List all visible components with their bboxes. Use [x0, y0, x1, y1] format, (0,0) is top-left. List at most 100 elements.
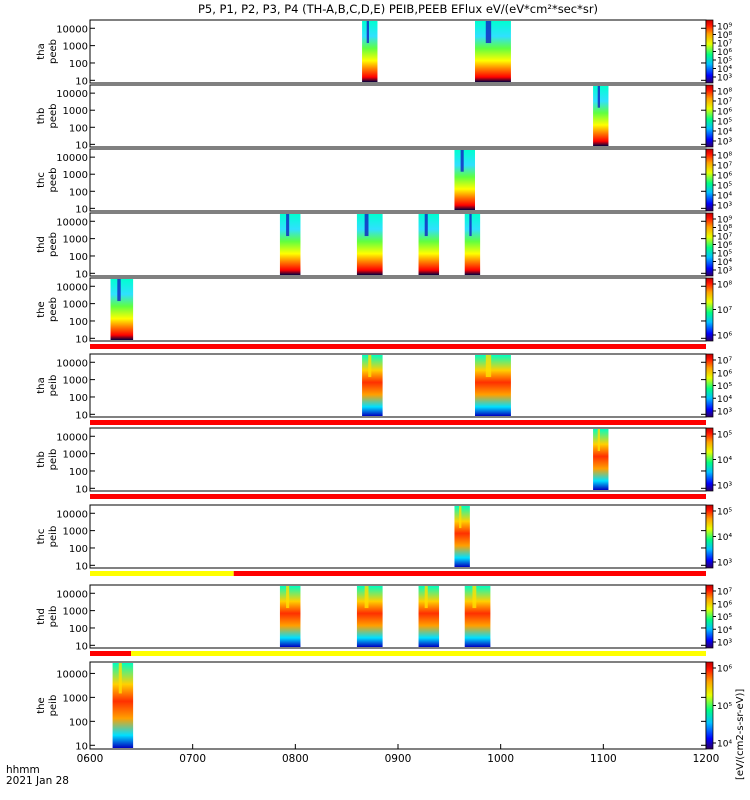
y-tick-label: 100: [69, 59, 88, 70]
colorbar-tick-label: 10⁷: [717, 306, 732, 316]
colorbar-tick-label: 10⁵: [717, 431, 732, 441]
x-tick-label: 0900: [385, 753, 412, 765]
y-tick-label: 10000: [56, 358, 88, 369]
y-tick-label: 1000: [63, 300, 88, 311]
y-tick-label: 100: [69, 393, 88, 404]
spectrogram-core: [472, 586, 477, 609]
spectrogram-block: [110, 279, 134, 340]
spectrogram-block: [464, 586, 491, 647]
colorbar-tick-label: 10⁸: [717, 224, 732, 234]
y-tick-label: 1000: [63, 450, 88, 461]
y-tick-label: 1000: [63, 693, 88, 704]
spectrogram-core: [459, 506, 462, 529]
colorbar-tick-label: 10⁵: [717, 613, 732, 623]
colorbar-tick-label: 10³: [717, 639, 732, 649]
panel-label-product: peeb: [48, 104, 59, 129]
y-tick-label: 10: [75, 410, 88, 421]
panel-thd-peeb: 10 100 1000 10000 thd peeb 10⁹10⁸10⁷10⁶10⁵10⁴1…: [36, 212, 732, 280]
spectrogram-block: [362, 21, 378, 82]
colorbar-tick-label: 10⁵: [717, 250, 732, 260]
y-tick-label: 10: [75, 334, 88, 345]
spectrogram-core: [286, 586, 290, 609]
panel-frame: [89, 353, 707, 418]
flag-bar-segment: [233, 571, 706, 576]
spectrogram-block: [279, 214, 301, 275]
colorbar-tick-label: 10⁵: [717, 702, 732, 712]
y-tick-label: 1000: [63, 235, 88, 246]
flag-bar-segment: [90, 494, 706, 499]
colorbar-tick-label: 10⁶: [717, 665, 732, 675]
colorbar-tick-label: 10⁵: [717, 508, 732, 518]
panel-frame: [89, 212, 707, 277]
y-tick-label: 100: [69, 467, 88, 478]
panel-label-probe: the: [36, 697, 47, 713]
spectrogram-core: [286, 214, 290, 237]
spectrogram-core: [597, 86, 600, 108]
flag-bar-segment: [90, 420, 706, 425]
spectrogram-core: [366, 21, 369, 44]
colorbar-tick-label: 10³: [717, 138, 732, 148]
panel-frame: [89, 584, 707, 649]
colorbar-unit-label: [eV/(cm2-s-sr-eV)]: [735, 689, 746, 780]
spectrogram-core: [485, 21, 492, 44]
colorbar-tick-label: 10⁷: [717, 233, 732, 243]
spectrogram-block: [279, 586, 301, 647]
colorbar-tick-label: 10³: [717, 482, 732, 492]
panel-label-product: peeb: [48, 297, 59, 322]
y-tick-label: 10: [75, 741, 88, 752]
colorbar-tick-label: 10⁷: [717, 588, 732, 598]
colorbar: [705, 84, 714, 148]
panel-frame: [89, 504, 707, 569]
panel-label-probe: thc: [36, 172, 47, 188]
colorbar-tick-label: 10⁶: [717, 332, 732, 342]
panel-thd-peib: 10 100 1000 10000 thd peib 10⁷ 10⁶ 10⁵ 10⁴ 10³: [36, 584, 732, 656]
colorbar: [705, 277, 714, 342]
colorbar: [705, 19, 714, 84]
y-tick-label: 10: [75, 484, 88, 495]
time-axis: 0600 0700 0800 0900 1000 1100 1200: [77, 744, 719, 765]
colorbar-tick-label: 10⁷: [717, 357, 732, 367]
colorbar: [705, 661, 714, 750]
colorbar: [705, 427, 714, 492]
colorbar-tick-label: 10⁴: [717, 258, 732, 268]
y-tick-label: 10000: [56, 282, 88, 293]
colorbar-tick-label: 10⁶: [717, 48, 732, 58]
colorbar-tick-label: 10⁵: [717, 118, 732, 128]
colorbar-tick-label: 10⁶: [717, 369, 732, 379]
spectrogram-core: [485, 355, 492, 378]
panel-label-product: peeb: [48, 39, 59, 64]
spectrogram-core: [597, 429, 600, 452]
y-tick-label: 10: [75, 269, 88, 280]
spectrogram-block: [356, 586, 383, 647]
colorbar-tick-label: 10⁴: [717, 626, 732, 636]
flag-bar-segment: [90, 651, 132, 656]
spectrogram-core: [364, 586, 369, 609]
colorbar-tick-label: 10⁷: [717, 162, 732, 172]
colorbar-tick-label: 10⁵: [717, 382, 732, 392]
x-tick-label: 1100: [590, 753, 617, 765]
colorbar-tick-label: 10³: [717, 559, 732, 569]
colorbar-tick-label: 10⁹: [717, 216, 732, 226]
panel-label-product: peib: [48, 695, 59, 717]
flag-bar-segment: [90, 344, 706, 349]
y-tick-label: 1000: [63, 607, 88, 618]
colorbar: [705, 504, 714, 569]
colorbar-tick-label: 10⁵: [717, 182, 732, 192]
colorbar: [705, 212, 714, 277]
y-tick-label: 10: [75, 561, 88, 572]
y-tick-label: 10000: [56, 217, 88, 228]
panel-label-probe: thb: [36, 108, 47, 125]
panel-label-probe: thb: [36, 451, 47, 468]
y-tick-label: 10: [75, 204, 88, 215]
y-tick-label: 100: [69, 187, 88, 198]
spectrogram-core: [460, 150, 464, 172]
panel-label-product: peib: [48, 375, 59, 397]
x-tick-label: 0800: [282, 753, 309, 765]
spectrogram-block: [464, 214, 481, 275]
colorbar-tick-label: 10⁴: [717, 740, 732, 750]
spectrogram-core: [117, 279, 121, 302]
spectrogram-block: [362, 355, 383, 416]
y-tick-label: 100: [69, 717, 88, 728]
